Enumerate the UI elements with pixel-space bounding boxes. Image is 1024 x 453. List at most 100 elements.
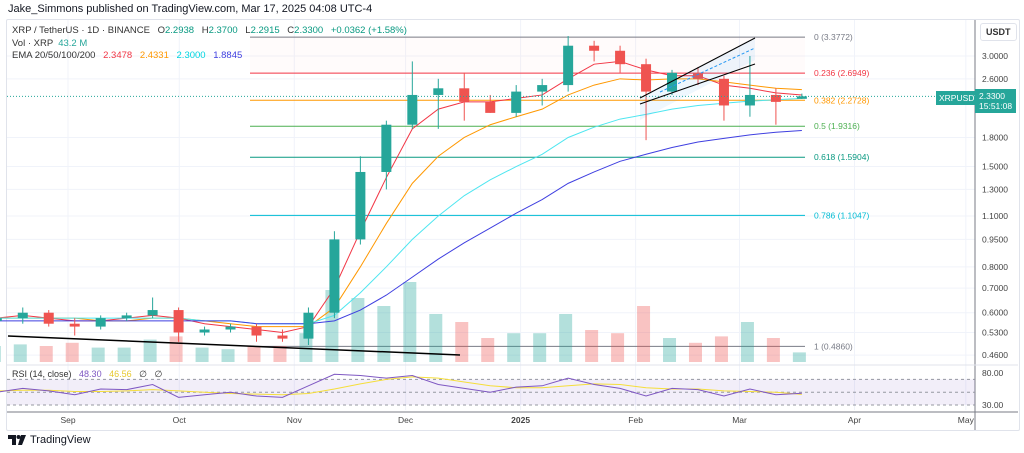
candle (121, 312, 132, 321)
price-tick-label: 0.4600 (982, 350, 1008, 360)
rsi-ma-line (0, 376, 802, 396)
price-tick-label: 0.7000 (982, 283, 1008, 293)
candle (485, 94, 496, 113)
candle (95, 315, 106, 330)
candle-body (459, 88, 470, 102)
ema-label[interactable]: EMA 20/50/100/200 (12, 50, 96, 61)
time-tick-label: Oct (173, 415, 187, 425)
channel-upper-line (639, 37, 756, 99)
candle-body (796, 96, 807, 99)
rsi-extra-1: ∅ (139, 369, 147, 379)
tradingview-logo[interactable]: TradingView (8, 434, 91, 446)
candle (641, 58, 652, 141)
price-tick-label: 3.0000 (982, 51, 1008, 61)
volume-bar (481, 338, 495, 362)
candle-body (718, 78, 729, 106)
candle-body (485, 101, 496, 113)
time-tick-label: Mar (732, 415, 747, 425)
price-tick-label: 1.5000 (982, 162, 1008, 172)
volume-bar (429, 314, 443, 362)
volume-bar (65, 342, 79, 362)
volume-bar (117, 347, 131, 362)
trendline (7, 335, 461, 356)
candle-body (355, 171, 366, 240)
currency-unit-button[interactable]: USDT (980, 23, 1017, 41)
volume-bar (688, 342, 702, 362)
low-value: 2.2915 (250, 25, 280, 36)
candle-body (17, 312, 28, 319)
candle-body (329, 239, 340, 313)
volume-bar (13, 344, 27, 362)
channel-fill (640, 38, 755, 120)
candle (355, 156, 366, 245)
volume-bar (559, 314, 573, 362)
legend-rsi: RSI (14, close) 48.30 46.56 ∅ ∅ (12, 369, 167, 380)
candle (43, 310, 54, 327)
volume-bar (740, 322, 754, 362)
volume-bar (714, 336, 728, 362)
rsi-tick-label: 80.00 (982, 368, 1004, 378)
time-tick-label: Feb (628, 415, 643, 425)
volume-bar (585, 330, 599, 362)
close-label: C (287, 25, 295, 36)
candle-body (0, 318, 2, 321)
candle (459, 72, 470, 121)
price-tick-label: 1.8000 (982, 132, 1008, 142)
fib-level-label: 0.382 (2.2728) (814, 95, 869, 105)
candle (537, 78, 548, 106)
candle-body (615, 50, 626, 65)
volume-bar (611, 333, 625, 362)
price-tick-label: 2.6000 (982, 74, 1008, 84)
logo-text: TradingView (30, 434, 91, 446)
change-value: +0.0362 (+1.58%) (330, 25, 407, 36)
candle (69, 318, 80, 336)
rsi-extra-2: ∅ (154, 369, 163, 379)
current-price: 2.3300 (979, 91, 1005, 101)
candle-body (199, 329, 210, 333)
candle (589, 40, 600, 62)
candle-body (433, 88, 444, 95)
chart-frame (6, 19, 1020, 431)
ema-line-20 (0, 60, 802, 333)
candle-body (173, 310, 184, 333)
high-value: 2.3700 (208, 25, 238, 36)
candle-body (667, 72, 678, 92)
candle-body (381, 124, 392, 172)
volume-bar (91, 347, 105, 362)
time-tick-label: Sep (60, 415, 75, 425)
candle-body (147, 310, 158, 316)
fib-level-label: 0 (3.3772) (814, 32, 853, 42)
ema200-value: 1.8845 (213, 50, 243, 61)
candle-body (744, 94, 755, 106)
time-tick-label: Apr (848, 415, 861, 425)
volume-bar (169, 336, 183, 362)
volume-bar (637, 306, 651, 362)
vol-label[interactable]: Vol · XRP (12, 38, 54, 49)
volume-bar (377, 306, 391, 362)
candle (251, 323, 262, 342)
rsi-label[interactable]: RSI (14, close) (12, 369, 72, 379)
candle (303, 307, 314, 346)
volume-bar (0, 346, 1, 362)
legend-ema: EMA 20/50/100/200 2.3478 2.4331 2.3000 1… (12, 50, 247, 61)
candle-body (537, 85, 548, 92)
symbol-name[interactable]: XRP / TetherUS · 1D · BINANCE (12, 25, 150, 36)
candle (407, 61, 418, 129)
fib-level-label: 0.618 (1.5904) (814, 152, 869, 162)
candle (615, 45, 626, 73)
fib-level-label: 0.236 (2.6949) (814, 68, 869, 78)
candle-body (563, 45, 574, 86)
ema-line-50 (0, 78, 802, 328)
publisher-line: Jake_Simmons published on TradingView.co… (8, 3, 373, 15)
candle (173, 307, 184, 342)
candle-body (407, 94, 418, 125)
candle (17, 307, 28, 324)
candle (796, 93, 807, 99)
candle-body (641, 64, 652, 92)
candle (718, 75, 729, 121)
volume-bar (195, 347, 209, 362)
candle (667, 69, 678, 95)
candle-body (511, 91, 522, 113)
candle (563, 36, 574, 92)
